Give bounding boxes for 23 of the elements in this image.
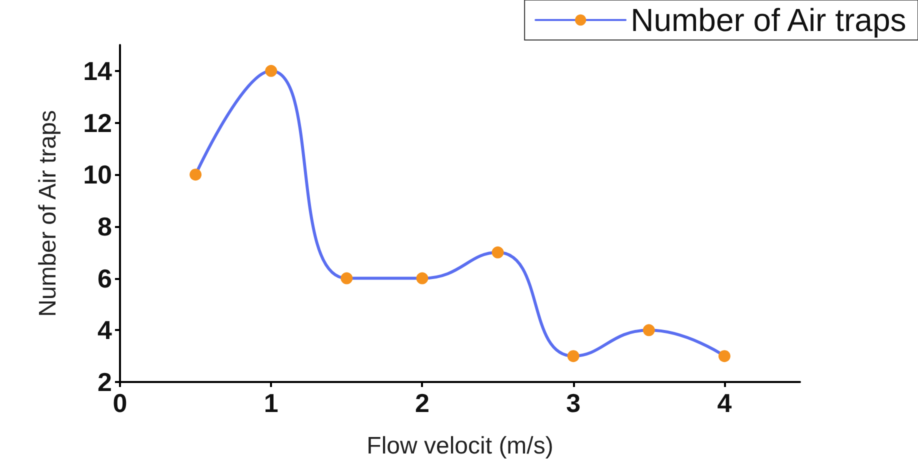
point <box>492 246 504 258</box>
y-axis-title: Number of Air traps <box>34 110 62 317</box>
point <box>265 64 278 77</box>
y-tick-label: 12 <box>83 108 112 138</box>
y-tick-label: 6 <box>98 263 112 294</box>
point <box>718 350 730 362</box>
y-tick-label: 4 <box>98 315 113 346</box>
x-tick-label: 0 <box>112 388 128 418</box>
y-tick-label: 10 <box>83 160 112 190</box>
y-tick-label: 2 <box>98 367 112 397</box>
y-tick-label: 14 <box>83 56 113 86</box>
x-tick-label: 2 <box>414 388 430 418</box>
point <box>567 350 580 362</box>
point <box>416 272 428 284</box>
y-tick-label: 8 <box>98 211 112 242</box>
x-tick-label: 4 <box>717 388 732 418</box>
point <box>190 168 202 181</box>
point <box>340 272 353 284</box>
x-axis-title: Flow velocit (m/s) <box>366 432 554 460</box>
x-tick-label: 3 <box>566 388 581 418</box>
x-tick-label: 1 <box>264 388 278 418</box>
legend-label: Number of Air traps <box>630 2 906 38</box>
point <box>642 324 655 336</box>
